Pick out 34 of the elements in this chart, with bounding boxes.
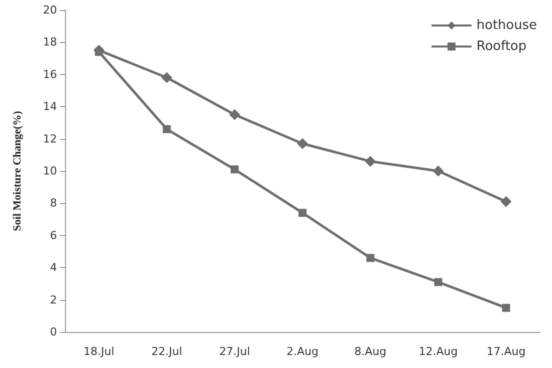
point <box>298 208 306 217</box>
x-tick-label: 22.Jul <box>151 345 182 358</box>
y-tick-label: 6 <box>50 228 57 242</box>
y-tick-label: 14 <box>43 100 57 114</box>
x-tick-label: 27.Jul <box>219 345 250 358</box>
point <box>502 304 510 312</box>
point <box>162 125 171 134</box>
point <box>229 109 240 120</box>
y-tick-label: 0 <box>50 326 57 338</box>
y-tick-label: 8 <box>50 196 57 210</box>
point <box>230 165 239 174</box>
legend-label: Rooftop <box>476 39 527 54</box>
y-tick-label: 10 <box>43 164 57 178</box>
point <box>161 72 172 84</box>
y-tick-label: 20 <box>43 4 57 16</box>
x-tick-label: 2.Aug <box>286 345 318 358</box>
point <box>364 156 376 167</box>
x-tick-label: 12.Aug <box>418 345 458 358</box>
x-tick-label: 18.Jul <box>84 345 114 358</box>
y-tick-label: 16 <box>43 68 57 81</box>
x-tick-label: 17.Aug <box>486 345 526 358</box>
point <box>434 278 442 286</box>
y-tick-label: 4 <box>50 261 57 274</box>
y-tick-label: 12 <box>43 132 57 146</box>
y-axis-title: Soil Moisture Change(%) <box>12 110 24 232</box>
point <box>432 166 444 176</box>
x-tick-label: 8.Aug <box>354 345 386 358</box>
point <box>297 138 308 150</box>
legend-label: hothouse <box>476 18 538 33</box>
y-tick-label: 18 <box>43 36 57 49</box>
point <box>500 196 512 208</box>
y-tick-label: 2 <box>50 293 57 306</box>
point <box>93 44 104 56</box>
point <box>366 254 374 262</box>
